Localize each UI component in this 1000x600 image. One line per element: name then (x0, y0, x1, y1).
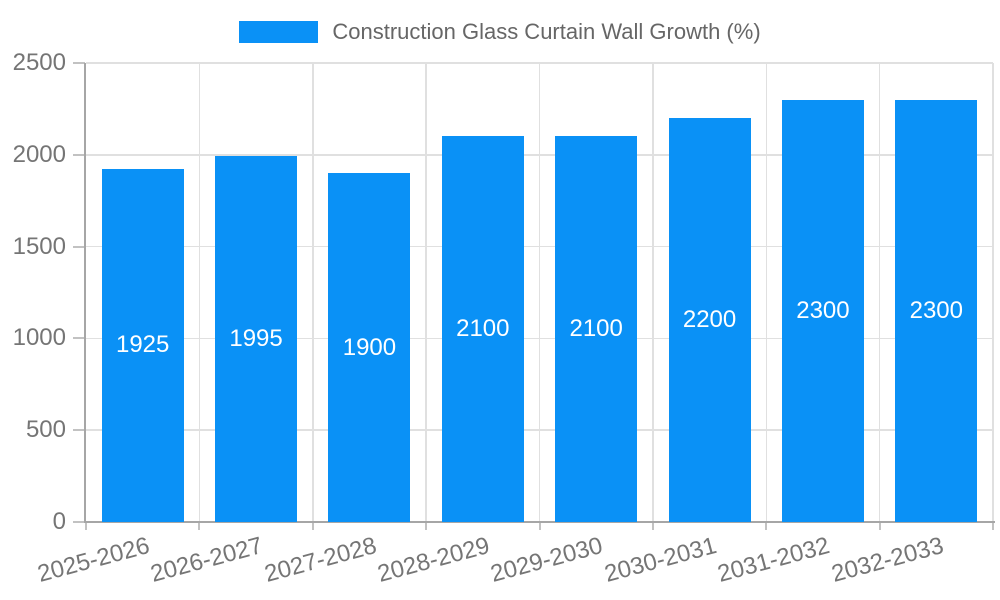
x-tick-mark (538, 522, 541, 530)
x-axis-tick-label: 2031-2032 (714, 532, 833, 588)
v-gridline (425, 63, 427, 522)
y-axis-tick-label: 500 (25, 416, 66, 444)
bar-value-label: 2300 (909, 296, 963, 324)
x-axis-tick-label: 2029-2030 (488, 532, 606, 588)
bar-value-label: 2100 (569, 315, 623, 343)
v-gridline (878, 63, 881, 522)
x-axis-tick-label: 2028-2029 (374, 532, 493, 588)
y-tick-mark (73, 245, 85, 248)
bar-value-label: 2300 (796, 296, 850, 324)
x-tick-mark (198, 522, 201, 530)
bar-2032-2033[interactable]: 2300 (895, 99, 978, 522)
y-axis-line (84, 63, 86, 522)
v-gridline (652, 63, 654, 522)
x-tick-mark (651, 522, 654, 530)
bar-value-label: 2200 (682, 306, 737, 334)
bar-value-label: 1900 (342, 333, 397, 361)
bar-2025-2026[interactable]: 1925 (101, 168, 184, 522)
x-axis-tick-label: 2026-2027 (147, 532, 266, 588)
bar-value-label: 1925 (115, 331, 170, 359)
y-tick-mark (73, 337, 85, 340)
x-axis-line (84, 521, 995, 523)
bar-value-label: 2100 (456, 315, 510, 343)
bar-2031-2032[interactable]: 2300 (781, 99, 864, 522)
v-gridline (765, 63, 767, 522)
x-tick-mark (992, 522, 994, 530)
bar-2026-2027[interactable]: 1995 (215, 155, 298, 522)
x-tick-mark (878, 522, 881, 530)
legend-label: Construction Glass Curtain Wall Growth (… (332, 19, 761, 44)
y-axis-tick-label: 1000 (12, 324, 66, 352)
y-axis-tick-label: 0 (52, 508, 66, 535)
y-tick-mark (73, 153, 85, 156)
y-axis-tick-label: 2500 (12, 49, 66, 76)
x-tick-mark (85, 522, 87, 530)
y-axis-tick-label: 1500 (12, 232, 66, 260)
bar-2027-2028[interactable]: 1900 (328, 173, 411, 522)
legend-item[interactable]: Construction Glass Curtain Wall Growth (… (0, 19, 1000, 45)
v-gridline (312, 63, 314, 522)
x-axis-tick-label: 2032-2033 (828, 532, 947, 588)
legend-swatch (239, 21, 319, 43)
x-tick-mark (425, 522, 428, 530)
x-axis-tick-label: 2025-2026 (34, 532, 153, 588)
x-axis-tick-label: 2030-2031 (601, 532, 720, 588)
y-axis-tick-label: 2000 (12, 140, 66, 168)
y-tick-mark (73, 429, 85, 432)
bar-2028-2029[interactable]: 2100 (441, 136, 524, 522)
v-gridline (538, 63, 541, 522)
bar-value-label: 1995 (229, 324, 283, 352)
bar-2029-2030[interactable]: 2100 (555, 136, 638, 522)
v-gridline (992, 63, 994, 522)
x-axis-tick-label: 2027-2028 (261, 532, 380, 588)
y-tick-mark (73, 521, 85, 523)
plot-area: 0 500 1000 1500 2000 2500 1925 2025-2026 1995 202… (13, 50, 995, 588)
x-tick-mark (765, 522, 768, 530)
v-gridline (198, 63, 201, 522)
y-tick-mark (73, 62, 85, 64)
x-tick-mark (311, 522, 314, 530)
bar-2030-2031[interactable]: 2200 (668, 118, 751, 522)
